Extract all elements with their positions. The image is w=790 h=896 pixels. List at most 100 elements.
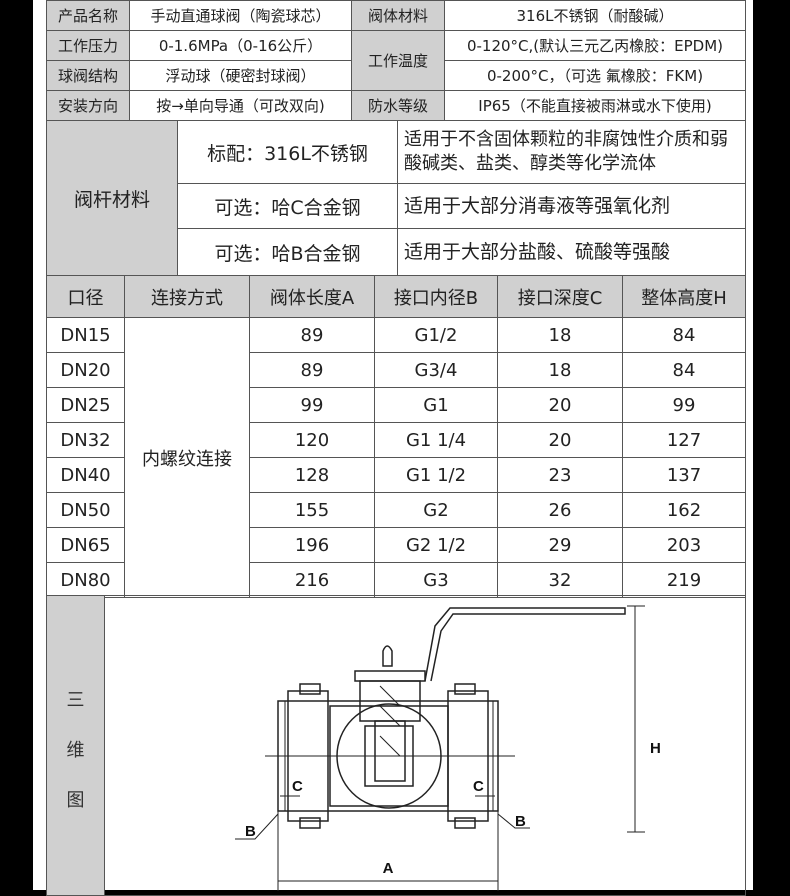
table-cell: 127 bbox=[622, 422, 746, 458]
table-cell: DN25 bbox=[46, 387, 125, 423]
table-cell: G3/4 bbox=[374, 352, 498, 388]
table-cell: 84 bbox=[622, 352, 746, 388]
valve-handle bbox=[424, 607, 626, 682]
stem-material-desc: 适用于不含固体颗粒的非腐蚀性介质和弱酸碱类、盐类、醇类等化学流体 bbox=[397, 120, 746, 184]
col-header: 接口深度C bbox=[497, 275, 623, 318]
spec-value: 0-1.6MPa（0-16公斤） bbox=[129, 30, 352, 61]
table-cell: G2 bbox=[374, 492, 498, 528]
table-row: DN40 128 G1 1/2 23 137 bbox=[46, 457, 746, 493]
dimension-table: 口径 连接方式 阀体长度A 接口内径B 接口深度C 整体高度H DN15 内螺纹连… bbox=[46, 275, 746, 598]
spec-label: 球阀结构 bbox=[46, 60, 130, 91]
table-cell: DN50 bbox=[46, 492, 125, 528]
table-cell: 26 bbox=[497, 492, 623, 528]
drawing-label-char: 维 bbox=[66, 740, 85, 761]
col-header: 连接方式 bbox=[124, 275, 250, 318]
spec-value: 手动直通球阀（陶瓷球芯） bbox=[129, 0, 352, 31]
table-row: DN15 内螺纹连接 89 G1/2 18 84 bbox=[46, 317, 746, 598]
spec-label: 防水等级 bbox=[351, 90, 445, 121]
table-cell: 196 bbox=[249, 527, 375, 563]
table-cell: 20 bbox=[497, 422, 623, 458]
valve-drawing: A B B C C H bbox=[104, 595, 746, 896]
table-row: DN32 120 G1 1/4 20 127 bbox=[46, 422, 746, 458]
dim-label-b: B bbox=[245, 823, 256, 840]
table-row: DN25 99 G1 20 99 bbox=[46, 387, 746, 423]
stem-material: 可选：哈B合金钢 bbox=[177, 228, 398, 276]
table-cell: 203 bbox=[622, 527, 746, 563]
connection-type: 内螺纹连接 bbox=[124, 317, 250, 598]
table-cell: G1 1/2 bbox=[374, 457, 498, 493]
spec-label: 安装方向 bbox=[46, 90, 130, 121]
table-cell: G1 bbox=[374, 387, 498, 423]
col-header: 整体高度H bbox=[622, 275, 746, 318]
table-cell: 32 bbox=[497, 562, 623, 598]
spec-label: 阀体材料 bbox=[351, 0, 445, 31]
table-cell: 89 bbox=[249, 352, 375, 388]
col-header: 口径 bbox=[46, 275, 125, 318]
dim-label-b: B bbox=[515, 813, 526, 830]
spec-value: 0-120°C,(默认三元乙丙橡胶：EPDM) bbox=[444, 30, 746, 61]
table-cell: DN40 bbox=[46, 457, 125, 493]
stem-material-table: 阀杆材料 标配：316L不锈钢 适用于不含固体颗粒的非腐蚀性介质和弱酸碱类、盐类… bbox=[46, 120, 746, 276]
table-cell: DN20 bbox=[46, 352, 125, 388]
dimension-lines bbox=[235, 605, 645, 891]
table-cell: 128 bbox=[249, 457, 375, 493]
table-cell: G3 bbox=[374, 562, 498, 598]
ball-valve-section-drawing: A B B C C H bbox=[235, 605, 661, 891]
table-cell: 84 bbox=[622, 317, 746, 353]
table-cell: 137 bbox=[622, 457, 746, 493]
table-cell: 20 bbox=[497, 387, 623, 423]
table-cell: DN15 bbox=[46, 317, 125, 353]
table-row: DN20 89 G3/4 18 84 bbox=[46, 352, 746, 388]
spec-row: 安装方向 按→单向导通（可改双向) 防水等级 IP65（不能直接被雨淋或水下使用… bbox=[46, 90, 746, 121]
spec-value: 按→单向导通（可改双向) bbox=[129, 90, 352, 121]
table-cell: 89 bbox=[249, 317, 375, 353]
dim-label-c: C bbox=[473, 778, 484, 795]
dim-label-a: A bbox=[383, 860, 394, 877]
spec-row: 产品名称 手动直通球阀（陶瓷球芯） 阀体材料 316L不锈钢（耐酸碱） bbox=[46, 0, 746, 31]
spec-label: 产品名称 bbox=[46, 0, 130, 31]
table-cell: DN32 bbox=[46, 422, 125, 458]
spec-value: IP65（不能直接被雨淋或水下使用) bbox=[444, 90, 746, 121]
table-row: DN50 155 G2 26 162 bbox=[46, 492, 746, 528]
stem-material-desc: 适用于大部分消毒液等强氧化剂 bbox=[397, 183, 746, 229]
stem-material: 标配：316L不锈钢 bbox=[177, 120, 398, 184]
table-header: 口径 连接方式 阀体长度A 接口内径B 接口深度C 整体高度H bbox=[46, 275, 746, 318]
col-header: 接口内径B bbox=[374, 275, 498, 318]
col-header: 阀体长度A bbox=[249, 275, 375, 318]
dim-label-h: H bbox=[650, 740, 661, 757]
table-cell: 18 bbox=[497, 352, 623, 388]
spec-label: 工作温度 bbox=[351, 30, 445, 91]
table-cell: 29 bbox=[497, 527, 623, 563]
drawing-label: 三 维 图 bbox=[46, 595, 105, 896]
drawing-label-char: 三 bbox=[66, 690, 85, 711]
product-spec-sheet: 产品名称 手动直通球阀（陶瓷球芯） 阀体材料 316L不锈钢（耐酸碱） 工作压力… bbox=[33, 0, 753, 896]
table-cell: G2 1/2 bbox=[374, 527, 498, 563]
table-cell: G1 1/4 bbox=[374, 422, 498, 458]
drawing-section: 三 维 图 A B B C C bbox=[46, 595, 746, 896]
spec-value: 316L不锈钢（耐酸碱） bbox=[444, 0, 746, 31]
table-cell: 219 bbox=[622, 562, 746, 598]
dim-label-c: C bbox=[292, 778, 303, 795]
spec-table: 产品名称 手动直通球阀（陶瓷球芯） 阀体材料 316L不锈钢（耐酸碱） 工作压力… bbox=[46, 0, 746, 121]
table-cell: 120 bbox=[249, 422, 375, 458]
table-cell: 155 bbox=[249, 492, 375, 528]
table-row: DN80 216 G3 32 219 bbox=[46, 562, 746, 598]
table-cell: 23 bbox=[497, 457, 623, 493]
stem-material-desc: 适用于大部分盐酸、硫酸等强酸 bbox=[397, 228, 746, 276]
table-cell: 99 bbox=[622, 387, 746, 423]
spec-row: 球阀结构 浮动球（硬密封球阀） 0-200°C，（可选 氟橡胶：FKM) bbox=[46, 60, 746, 91]
stem-material-label: 阀杆材料 bbox=[46, 120, 178, 276]
table-cell: DN65 bbox=[46, 527, 125, 563]
table-cell: 99 bbox=[249, 387, 375, 423]
spec-value: 0-200°C，（可选 氟橡胶：FKM) bbox=[444, 60, 746, 91]
drawing-label-char: 图 bbox=[66, 790, 85, 811]
spec-label: 工作压力 bbox=[46, 30, 130, 61]
table-cell: 216 bbox=[249, 562, 375, 598]
valve-body bbox=[265, 683, 515, 829]
spec-value: 浮动球（硬密封球阀） bbox=[129, 60, 352, 91]
table-cell: 18 bbox=[497, 317, 623, 353]
table-cell: 162 bbox=[622, 492, 746, 528]
table-cell: G1/2 bbox=[374, 317, 498, 353]
stem-material: 可选：哈C合金钢 bbox=[177, 183, 398, 229]
spec-row: 工作压力 0-1.6MPa（0-16公斤） 工作温度 0-120°C,(默认三元… bbox=[46, 30, 746, 91]
